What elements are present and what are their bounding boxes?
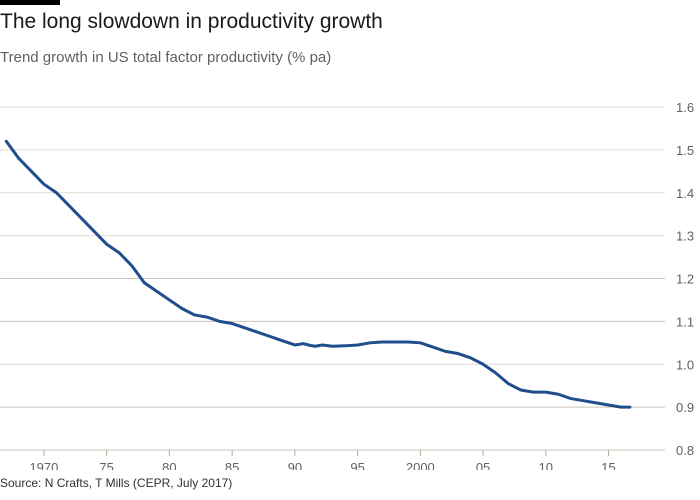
brand-top-bar xyxy=(0,0,60,5)
y-tick-label: 1.2 xyxy=(676,272,694,287)
x-tick-label: 2000 xyxy=(406,460,435,470)
x-tick-label: 95 xyxy=(350,460,364,470)
y-tick-label: 0.8 xyxy=(676,443,694,458)
y-tick-label: 1.5 xyxy=(676,143,694,158)
x-tick-label: 90 xyxy=(288,460,302,470)
y-tick-label: 1.1 xyxy=(676,314,694,329)
x-tick-label: 15 xyxy=(601,460,615,470)
line-chart: 0.8 0.9 1.0 1.1 1.2 1.3 1.4 1.5 1.6 1970 75 80 85 90… xyxy=(0,100,694,470)
series-line xyxy=(4,139,632,409)
gridlines xyxy=(0,106,665,451)
x-tick-label: 10 xyxy=(539,460,553,470)
series-layer xyxy=(4,139,632,409)
source-note: Source: N Crafts, T Mills (CEPR, July 20… xyxy=(0,476,233,490)
x-tick-label: 80 xyxy=(162,460,176,470)
y-tick-label: 1.4 xyxy=(676,186,694,201)
x-tick-label: 1970 xyxy=(29,460,58,470)
x-tick-label: 85 xyxy=(225,460,239,470)
y-tick-label: 1.3 xyxy=(676,229,694,244)
y-tick-label: 1.0 xyxy=(676,357,694,372)
chart-title: The long slowdown in productivity growth xyxy=(0,10,383,33)
y-axis-labels: 0.8 0.9 1.0 1.1 1.2 1.3 1.4 1.5 1.6 xyxy=(676,100,694,458)
chart-subtitle: Trend growth in US total factor producti… xyxy=(0,49,332,66)
y-tick-label: 0.9 xyxy=(676,400,694,415)
x-tick-label: 75 xyxy=(99,460,113,470)
y-tick-label: 1.6 xyxy=(676,100,694,115)
x-axis-ticks: 1970 75 80 85 90 95 2000 05 10 15 xyxy=(29,450,616,470)
x-tick-label: 05 xyxy=(476,460,490,470)
